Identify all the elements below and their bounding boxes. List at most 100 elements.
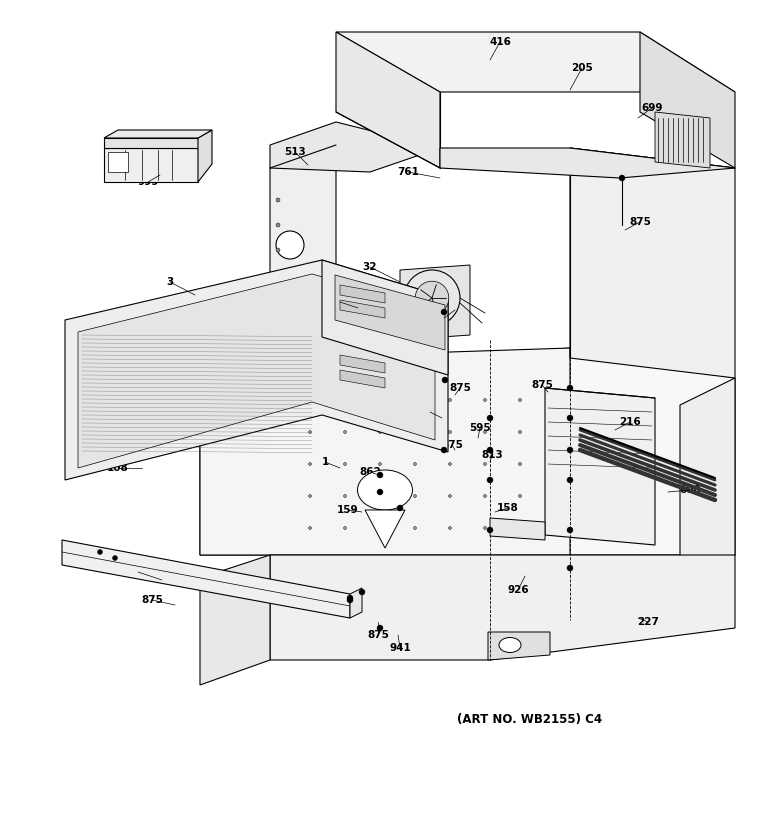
- Circle shape: [308, 494, 311, 497]
- Circle shape: [97, 549, 103, 554]
- Circle shape: [343, 526, 347, 530]
- Circle shape: [276, 248, 280, 252]
- Polygon shape: [400, 265, 470, 340]
- Polygon shape: [104, 138, 198, 148]
- Circle shape: [518, 431, 521, 433]
- Polygon shape: [198, 130, 212, 182]
- Circle shape: [554, 526, 557, 530]
- Text: (ART NO. WB2155) C4: (ART NO. WB2155) C4: [457, 714, 603, 727]
- Circle shape: [308, 431, 311, 433]
- Circle shape: [413, 463, 416, 465]
- Circle shape: [343, 431, 347, 433]
- Text: 264: 264: [127, 567, 149, 577]
- Circle shape: [448, 463, 452, 465]
- Polygon shape: [490, 518, 545, 540]
- Polygon shape: [104, 130, 212, 138]
- Circle shape: [404, 270, 460, 326]
- Circle shape: [487, 527, 493, 533]
- Text: 595: 595: [469, 423, 491, 433]
- Circle shape: [554, 398, 557, 402]
- Polygon shape: [340, 370, 385, 388]
- Text: 875: 875: [441, 440, 463, 450]
- Circle shape: [484, 398, 487, 402]
- Polygon shape: [270, 145, 336, 358]
- Text: 890: 890: [419, 407, 441, 417]
- Polygon shape: [104, 148, 198, 182]
- Circle shape: [518, 526, 521, 530]
- Circle shape: [484, 526, 487, 530]
- Circle shape: [416, 281, 448, 315]
- Polygon shape: [335, 275, 445, 350]
- Polygon shape: [340, 355, 385, 373]
- Circle shape: [347, 597, 353, 603]
- Text: 32: 32: [363, 262, 377, 272]
- Circle shape: [379, 526, 382, 530]
- Text: 875: 875: [141, 595, 163, 605]
- Circle shape: [441, 447, 447, 453]
- Circle shape: [112, 555, 118, 560]
- Text: 875: 875: [367, 630, 389, 640]
- Circle shape: [487, 447, 493, 453]
- Text: 699: 699: [641, 103, 662, 113]
- Polygon shape: [200, 348, 735, 555]
- Polygon shape: [488, 632, 550, 660]
- Circle shape: [441, 309, 447, 315]
- Circle shape: [448, 431, 452, 433]
- Text: 416: 416: [489, 37, 511, 47]
- Circle shape: [359, 589, 365, 595]
- Circle shape: [379, 398, 382, 402]
- Polygon shape: [65, 260, 448, 480]
- Polygon shape: [200, 348, 570, 555]
- Circle shape: [413, 494, 416, 497]
- Circle shape: [448, 398, 452, 402]
- Text: 108: 108: [107, 463, 129, 473]
- Polygon shape: [655, 112, 710, 168]
- Circle shape: [276, 273, 280, 277]
- Text: 875: 875: [449, 383, 471, 393]
- Text: 16: 16: [332, 297, 347, 307]
- Text: 999: 999: [137, 177, 158, 187]
- Circle shape: [487, 477, 493, 483]
- Circle shape: [413, 398, 416, 402]
- Polygon shape: [200, 555, 270, 685]
- Circle shape: [379, 431, 382, 433]
- Circle shape: [343, 494, 347, 497]
- Circle shape: [567, 447, 573, 453]
- Text: 158: 158: [497, 503, 519, 513]
- Text: 875: 875: [531, 380, 553, 390]
- Text: 513: 513: [284, 147, 306, 157]
- Circle shape: [397, 505, 403, 511]
- Polygon shape: [336, 32, 440, 168]
- Ellipse shape: [499, 638, 521, 653]
- Circle shape: [413, 431, 416, 433]
- Circle shape: [276, 231, 304, 259]
- Circle shape: [518, 494, 521, 497]
- Circle shape: [377, 625, 383, 631]
- Circle shape: [347, 595, 353, 601]
- Polygon shape: [108, 152, 128, 172]
- Circle shape: [448, 494, 452, 497]
- Polygon shape: [340, 285, 385, 303]
- Circle shape: [518, 398, 521, 402]
- Circle shape: [487, 415, 493, 421]
- Polygon shape: [270, 122, 440, 172]
- Text: 941: 941: [389, 643, 411, 653]
- Circle shape: [554, 431, 557, 433]
- Polygon shape: [545, 388, 655, 545]
- Circle shape: [554, 494, 557, 497]
- Polygon shape: [270, 555, 735, 660]
- Circle shape: [379, 494, 382, 497]
- Polygon shape: [78, 274, 435, 468]
- Text: 899: 899: [445, 305, 466, 315]
- Ellipse shape: [358, 470, 412, 510]
- Circle shape: [567, 565, 573, 571]
- Circle shape: [567, 415, 573, 421]
- Polygon shape: [640, 32, 735, 168]
- Circle shape: [484, 463, 487, 465]
- Polygon shape: [365, 510, 405, 548]
- Text: 875: 875: [629, 217, 651, 227]
- Circle shape: [343, 398, 347, 402]
- Text: 216: 216: [619, 417, 641, 427]
- Text: 862: 862: [359, 467, 381, 477]
- Circle shape: [567, 527, 573, 533]
